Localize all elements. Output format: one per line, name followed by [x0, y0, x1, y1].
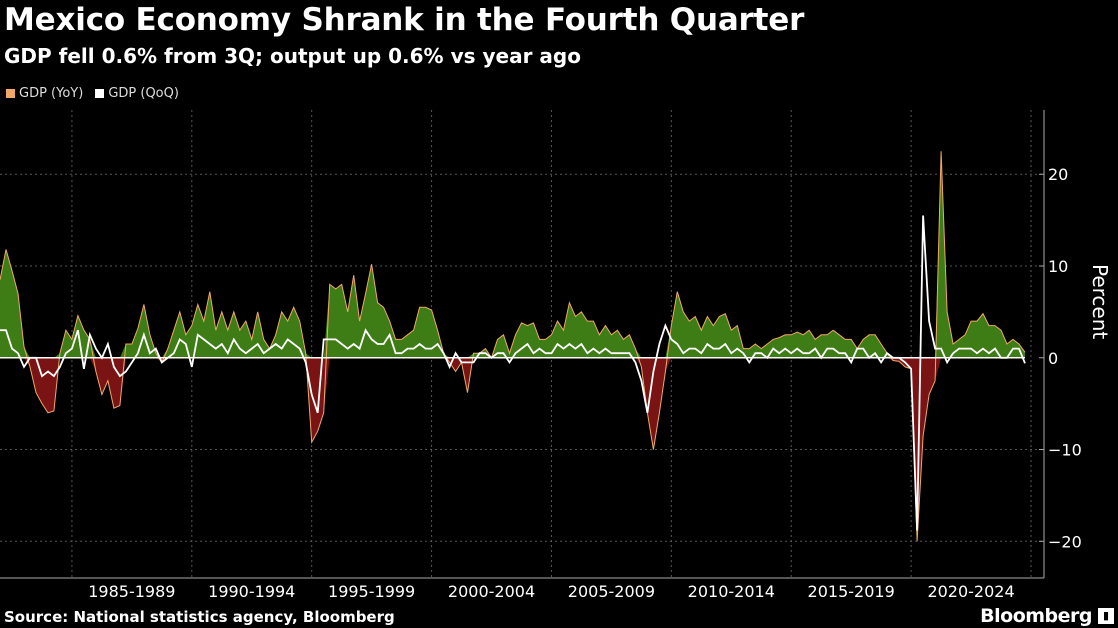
legend: GDP (YoY) GDP (QoQ) [6, 86, 179, 101]
legend-label-yoy: GDP (YoY) [19, 86, 84, 101]
legend-swatch-qoq [95, 89, 105, 98]
y-tick-label: 20 [1048, 165, 1068, 184]
source-note: Source: National statistics agency, Bloo… [4, 608, 395, 626]
legend-label-qoq: GDP (QoQ) [108, 86, 179, 101]
x-tick-label: 2020-2024 [927, 582, 1014, 601]
yoy-area-layer [0, 151, 1025, 542]
legend-item-qoq: GDP (QoQ) [95, 86, 179, 101]
line-layer [0, 151, 1026, 542]
x-tick-label: 2005-2009 [568, 582, 655, 601]
x-tick-label: 2015-2019 [808, 582, 895, 601]
chart-title: Mexico Economy Shrank in the Fourth Quar… [4, 2, 805, 38]
axis-layer: 20 10 0 −10 −20 Percent 1985-1989 1990-1994 1995… [0, 110, 1112, 601]
terminal-icon: ▮ [1098, 608, 1114, 624]
yoy-area-negative [0, 357, 1025, 542]
yoy-area-positive [0, 151, 1025, 358]
x-tick-label: 1995-1999 [328, 582, 415, 601]
legend-swatch-yoy [6, 89, 15, 98]
y-tick-label: 10 [1048, 257, 1068, 276]
chart-subtitle: GDP fell 0.6% from 3Q; output up 0.6% vs… [4, 44, 581, 68]
x-tick-label: 2010-2014 [688, 582, 775, 601]
x-tick-label: 1985-1989 [88, 582, 175, 601]
qoq-line [0, 215, 1026, 531]
grid-layer [0, 110, 1044, 578]
x-tick-label: 1990-1994 [208, 582, 295, 601]
y-tick-label: −20 [1048, 532, 1082, 551]
y-tick-label: 0 [1048, 349, 1058, 368]
legend-item-yoy: GDP (YoY) [6, 86, 83, 101]
x-tick-label: 2000-2004 [448, 582, 535, 601]
yoy-line [0, 151, 1026, 542]
y-tick-label: −10 [1048, 441, 1082, 460]
y-axis-title: Percent [1088, 264, 1112, 339]
bloomberg-logo: Bloomberg [980, 605, 1092, 627]
